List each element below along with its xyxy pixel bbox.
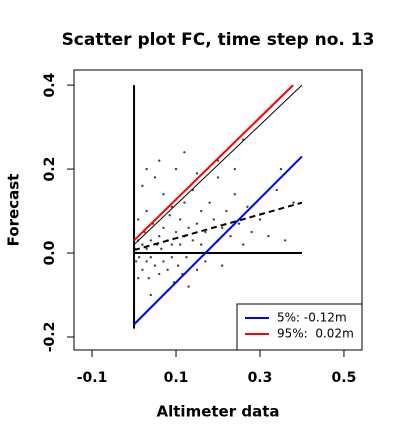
point	[176, 264, 180, 267]
point	[200, 243, 203, 246]
point	[195, 172, 199, 175]
x-tick-label: 0.3	[248, 370, 273, 386]
point	[162, 226, 165, 230]
point	[145, 167, 148, 171]
plot-frame	[73, 69, 363, 351]
point	[279, 167, 283, 171]
x-tick-label: 0.1	[164, 370, 189, 386]
legend-label: 5%: -0.12m	[277, 311, 347, 325]
line	[133, 155, 303, 326]
point	[158, 159, 161, 162]
x-tick-label: 0.5	[332, 370, 357, 386]
point	[233, 167, 236, 171]
legend-label: 95%: 0.02m	[277, 327, 354, 341]
point	[195, 222, 199, 225]
line	[133, 201, 303, 252]
point	[137, 256, 141, 259]
point	[220, 226, 224, 230]
point	[185, 256, 188, 259]
point	[204, 260, 207, 263]
point	[250, 230, 253, 234]
x-axis-label: Altimeter data	[157, 403, 280, 421]
point	[162, 193, 165, 196]
point	[183, 151, 186, 154]
point	[174, 230, 178, 234]
point	[187, 285, 190, 288]
point	[141, 268, 144, 272]
point	[179, 243, 182, 246]
point	[233, 193, 236, 196]
point	[183, 201, 186, 204]
point	[187, 226, 190, 230]
point	[153, 176, 157, 179]
point	[170, 243, 174, 246]
point	[220, 264, 224, 267]
point	[212, 218, 216, 221]
point	[292, 201, 295, 204]
chart-title: Scatter plot FC, time step no. 13	[62, 30, 375, 50]
point	[246, 205, 249, 209]
point	[149, 293, 153, 297]
point	[137, 277, 140, 280]
point	[229, 235, 232, 238]
point	[158, 235, 161, 238]
line	[133, 84, 294, 242]
point	[170, 256, 174, 259]
point	[241, 243, 245, 246]
point	[179, 218, 182, 221]
point	[258, 218, 262, 221]
point	[145, 209, 148, 213]
point	[283, 239, 287, 242]
point	[195, 268, 199, 272]
point	[170, 205, 174, 209]
point	[149, 239, 153, 242]
point	[200, 209, 203, 213]
point	[145, 247, 148, 251]
point	[168, 214, 171, 217]
point	[147, 277, 150, 280]
point	[237, 222, 241, 225]
point	[158, 272, 161, 276]
point	[162, 260, 165, 263]
point	[267, 235, 270, 238]
point	[225, 209, 228, 213]
y-axis-label: Forecast	[5, 174, 23, 247]
point	[153, 264, 157, 267]
point	[166, 268, 169, 272]
y-tick-label: -0.2	[42, 322, 58, 353]
point	[174, 167, 178, 171]
x-tick-label: -0.1	[77, 370, 108, 386]
point	[141, 243, 144, 246]
point	[191, 239, 195, 242]
point	[160, 247, 163, 251]
point	[141, 184, 144, 188]
point	[145, 260, 148, 263]
point	[275, 188, 278, 192]
legend-box	[236, 303, 363, 351]
point	[137, 218, 140, 221]
y-tick-label: 0.0	[42, 240, 58, 265]
y-tick-label: 0.2	[42, 157, 58, 182]
point	[208, 201, 211, 204]
line	[133, 84, 303, 245]
point	[149, 256, 153, 259]
point	[204, 230, 207, 234]
y-tick-label: 0.4	[42, 72, 58, 97]
point	[134, 260, 138, 263]
point	[216, 176, 220, 179]
